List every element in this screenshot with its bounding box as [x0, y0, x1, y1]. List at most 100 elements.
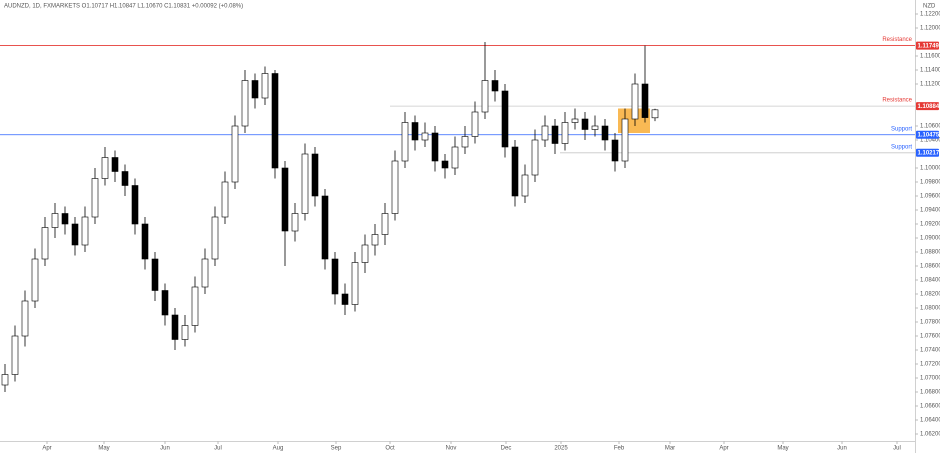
candle-body: [601, 125, 609, 141]
x-tick-label: May: [777, 446, 788, 452]
y-tick-label: 1.07400: [920, 348, 940, 354]
candle-body: [151, 258, 159, 291]
candle-body: [121, 171, 129, 186]
y-tick-label: 1.12200: [920, 12, 940, 18]
currency-label: NZD: [923, 4, 936, 10]
x-tick-label: Feb: [614, 446, 625, 452]
candle-body: [441, 160, 449, 169]
candle-body: [51, 213, 59, 228]
candle-body: [241, 80, 249, 127]
candle-body: [271, 73, 279, 169]
y-tick-label: 1.09800: [920, 180, 940, 186]
level-price-label: 1.11749: [918, 43, 940, 49]
x-tick-label: Aug: [273, 446, 284, 452]
candle-body: [551, 125, 559, 144]
candle-body: [481, 80, 489, 113]
candle-body: [491, 80, 499, 92]
level-name: Support: [891, 126, 912, 132]
candle-body: [651, 109, 659, 119]
candle-body: [611, 139, 619, 162]
y-tick-label: 1.06200: [920, 432, 940, 438]
candle-body: [471, 111, 479, 137]
candle-body: [221, 181, 229, 218]
candle-body: [531, 139, 539, 176]
candle-body: [251, 80, 259, 99]
candle-body: [341, 293, 349, 305]
y-tick-label: 1.08600: [920, 264, 940, 270]
candle-body: [131, 185, 139, 225]
candle-body: [421, 132, 429, 141]
candle-body: [641, 83, 649, 118]
candle-body: [71, 223, 79, 246]
y-tick-label: 1.11600: [920, 54, 940, 60]
candle-body: [391, 160, 399, 214]
y-tick-label: 1.07000: [920, 376, 940, 382]
candle-body: [301, 153, 309, 214]
x-tick-label: 2025: [554, 446, 568, 452]
candle-body: [501, 90, 509, 148]
candle-body: [171, 314, 179, 340]
candle-body: [311, 153, 319, 197]
chart-title: AUDNZD, 1D, FXMARKETS O1.10717 H1.10847 …: [4, 4, 243, 10]
level-price-label: 1.10217: [918, 151, 940, 157]
candle-body: [261, 73, 269, 99]
x-tick-label: Apr: [719, 446, 728, 452]
y-tick-label: 1.07600: [920, 334, 940, 340]
level-price-label: 1.10475: [918, 133, 940, 139]
level-price-box: [916, 148, 939, 157]
candle-body: [511, 146, 519, 197]
candle-body: [291, 213, 299, 232]
candle-body: [431, 132, 439, 162]
x-tick-label: Jul: [893, 446, 901, 452]
candle-body: [541, 125, 549, 141]
candle-body: [281, 167, 289, 232]
candle-body: [401, 122, 409, 162]
y-tick-label: 1.11200: [920, 82, 940, 88]
candle-body: [331, 258, 339, 295]
level-price-box: [916, 102, 939, 111]
y-tick-label: 1.07800: [920, 320, 940, 326]
y-tick-label: 1.06400: [920, 418, 940, 424]
y-tick-label: 1.08400: [920, 278, 940, 284]
candle-body: [101, 157, 109, 179]
y-tick-label: 1.08800: [920, 250, 940, 256]
y-tick-label: 1.07200: [920, 362, 940, 368]
candle-body: [41, 227, 49, 260]
candle-body: [381, 213, 389, 235]
x-tick-label: Nov: [446, 446, 457, 452]
candle-body: [621, 118, 629, 162]
x-tick-label: Jun: [160, 446, 170, 452]
candle-body: [231, 125, 239, 183]
candle-body: [361, 244, 369, 263]
y-tick-label: 1.08000: [920, 306, 940, 312]
candle-body: [1, 374, 9, 386]
x-tick-label: Jun: [837, 446, 847, 452]
candle-body: [91, 178, 99, 218]
y-tick-label: 1.06600: [920, 404, 940, 410]
level-price-box: [916, 41, 939, 50]
level-price-label: 1.10884: [918, 104, 940, 110]
y-tick-label: 1.09600: [920, 194, 940, 200]
level-name: Support: [891, 144, 912, 150]
candle-body: [11, 335, 19, 375]
candle-body: [201, 258, 209, 288]
y-tick-label: 1.12000: [920, 26, 940, 32]
candle-body: [631, 83, 639, 120]
candle-body: [581, 118, 589, 130]
y-tick-label: 1.10600: [920, 124, 940, 130]
level-name: Resistance: [882, 98, 912, 104]
x-tick-label: Apr: [42, 446, 51, 452]
candle-body: [111, 157, 119, 172]
y-tick-label: 1.08200: [920, 292, 940, 298]
candle-body: [21, 300, 29, 337]
candle-body: [411, 122, 419, 141]
x-tick-label: Sep: [331, 446, 342, 452]
y-tick-label: 1.09400: [920, 208, 940, 214]
candle-body: [521, 174, 529, 197]
x-tick-label: May: [98, 446, 109, 452]
candle-body: [141, 223, 149, 260]
candle-body: [61, 213, 69, 225]
y-tick-label: 1.09000: [920, 236, 940, 242]
candle-body: [31, 258, 39, 302]
